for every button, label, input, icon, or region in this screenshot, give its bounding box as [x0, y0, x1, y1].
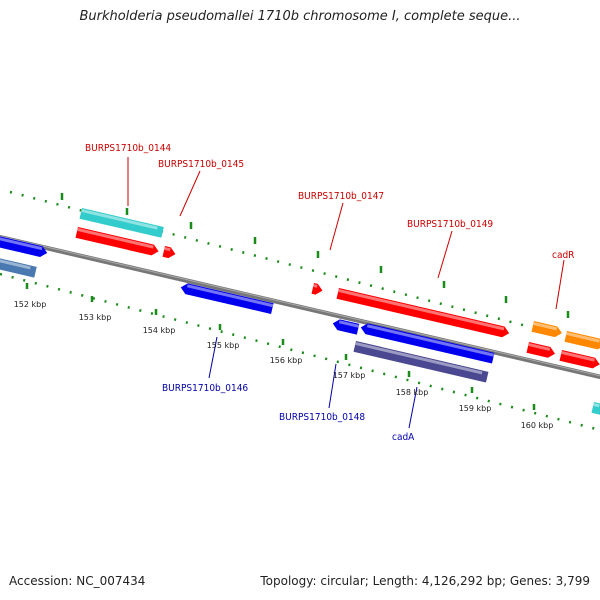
leader-0148	[328, 363, 337, 409]
gene-orange-b[interactable]	[564, 331, 600, 351]
leader-0146	[208, 336, 218, 379]
leader-0149	[437, 230, 453, 279]
label-cadR[interactable]: cadR	[552, 250, 574, 261]
gene-red-right[interactable]	[559, 350, 600, 370]
gene-orange-a[interactable]	[531, 321, 564, 339]
leader-cadA	[408, 386, 418, 429]
gene-burps1710b-0144[interactable]	[79, 208, 164, 238]
label-burps1710b-0147[interactable]: BURPS1710b_0147	[298, 191, 384, 202]
tick-label: 159 kbp	[459, 404, 492, 413]
label-burps1710b-0146[interactable]: BURPS1710b_0146	[162, 383, 248, 394]
tick-label: 154 kbp	[143, 326, 176, 335]
gene-burps1710b-0147[interactable]	[311, 283, 324, 296]
lower-scale-line	[0, 272, 600, 432]
gene-cyan-edge[interactable]	[591, 402, 600, 416]
gene-burps1710b-0149[interactable]	[336, 288, 511, 339]
gene-red-cadR[interactable]	[526, 342, 557, 359]
topology-stats: Topology: circular; Length: 4,126,292 bp…	[260, 574, 590, 588]
tick-label: 160 kbp	[521, 421, 554, 430]
gene-burps1710b-0145[interactable]	[162, 246, 177, 259]
label-burps1710b-0149[interactable]: BURPS1710b_0149	[407, 219, 493, 230]
leader-0147	[329, 202, 344, 251]
gene-blue-small[interactable]	[332, 318, 360, 335]
gene-burps1710b-0148[interactable]	[360, 322, 495, 364]
tick-label: 153 kbp	[79, 313, 112, 322]
tick-label: 155 kbp	[207, 341, 240, 350]
gene-burps1710b-0144-strand[interactable]	[75, 227, 160, 257]
tick-label: 157 kbp	[333, 371, 366, 380]
tick-label: 156 kbp	[270, 356, 303, 365]
gene-cadA[interactable]	[353, 341, 489, 383]
gene-burps1710b-0146[interactable]	[180, 282, 274, 315]
chromosome-backbone	[0, 234, 600, 380]
label-burps1710b-0148[interactable]: BURPS1710b_0148	[279, 412, 365, 423]
gene-steelblue-left[interactable]	[0, 256, 37, 278]
leader-0145	[179, 170, 201, 217]
label-cadA[interactable]: cadA	[392, 432, 415, 443]
tick-label: 152 kbp	[14, 300, 47, 309]
tick-label: 158 kbp	[396, 388, 429, 397]
major-ticks	[25, 193, 570, 410]
label-burps1710b-0144[interactable]: BURPS1710b_0144	[85, 143, 171, 154]
accession-text: Accession: NC_007434	[9, 574, 146, 588]
gene-blue-left[interactable]	[0, 234, 48, 258]
map-title: Burkholderia pseudomallei 1710b chromoso…	[79, 9, 521, 24]
label-burps1710b-0145[interactable]: BURPS1710b_0145	[158, 159, 244, 170]
leader-cadR	[555, 259, 565, 310]
